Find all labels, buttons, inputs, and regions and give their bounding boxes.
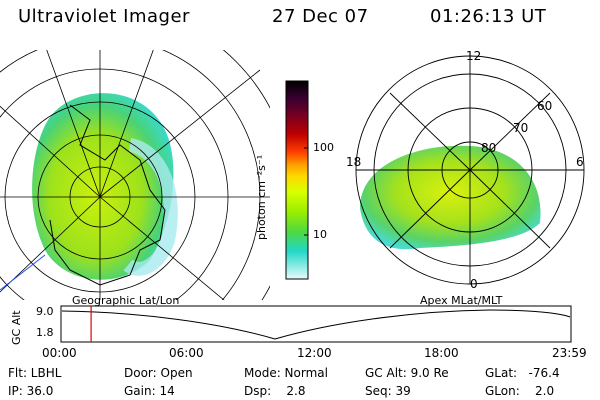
timeline-xtick-0: 00:00: [42, 346, 77, 360]
timeline-ylabel: GC Alt: [10, 310, 23, 345]
gc-alt-value: GC Alt: 9.0 Re: [365, 366, 449, 380]
aurora-emission-edge: [123, 138, 178, 276]
mlt-label-18: 18: [346, 155, 361, 169]
dsp-value: Dsp: 2.8: [244, 384, 306, 398]
mlat-label-60: 60: [537, 99, 552, 113]
timeline-xtick-2: 12:00: [297, 346, 332, 360]
glat-value: GLat: -76.4: [485, 366, 560, 380]
mlt-label-12: 12: [466, 49, 481, 63]
seq-value: Seq: 39: [365, 384, 411, 398]
aurora-emission: [32, 93, 174, 280]
timeline-xtick-3: 18:00: [424, 346, 459, 360]
door-value: Door: Open: [124, 366, 193, 380]
colorbar-unit-label: photon cm⁻²s⁻¹: [255, 154, 268, 240]
magnetic-image: 12 18 6 0 60 70 80: [346, 49, 585, 291]
colorbar: [285, 80, 309, 280]
mlt-label-6: 6: [576, 155, 584, 169]
glon-value: GLon: 2.0: [485, 384, 555, 398]
mlt-label-0: 0: [470, 277, 478, 291]
timeline-xtick-1: 06:00: [169, 346, 204, 360]
filter-value: Flt: LBHL: [8, 366, 62, 380]
mode-value: Mode: Normal: [244, 366, 328, 380]
altitude-curve: [61, 309, 571, 340]
antarctica-coastline: [49, 104, 166, 286]
image-time: 01:26:13 UT: [430, 6, 547, 27]
ip-value: IP: 36.0: [8, 384, 54, 398]
colorbar-tick-10: 10: [313, 228, 327, 241]
instrument-title: Ultraviolet Imager: [18, 6, 190, 27]
timeline-ytick-high: 9.0: [36, 305, 54, 318]
mlat-label-70: 70: [513, 121, 528, 135]
orbit-altitude-plot: [60, 305, 572, 343]
gain-value: Gain: 14: [124, 384, 175, 398]
aurora-oval: [360, 145, 541, 250]
magnetic-label: Apex MLat/MLT: [420, 294, 503, 307]
geographic-label: Geographic Lat/Lon: [72, 294, 180, 307]
colorbar-tick-100: 100: [313, 141, 334, 154]
geographic-image: [0, 50, 270, 300]
mlat-label-80: 80: [481, 141, 496, 155]
timeline-xtick-4: 23:59: [552, 346, 587, 360]
timeline-ytick-low: 1.8: [36, 326, 54, 339]
image-date: 27 Dec 07: [272, 6, 369, 27]
